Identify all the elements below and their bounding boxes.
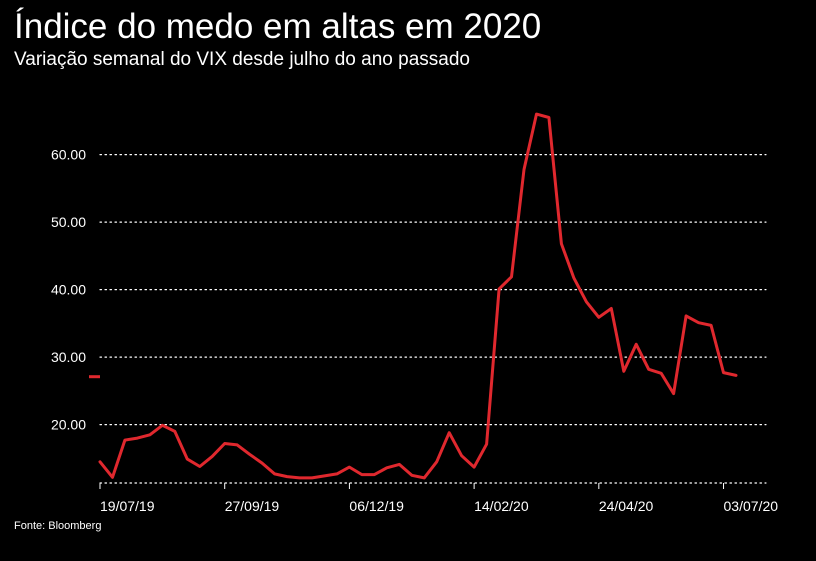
- x-tick-label: 14/02/20: [474, 498, 529, 514]
- y-axis-tick-labels: 20.00 30.00 40.00 50.00 60.00: [51, 147, 86, 433]
- y-tick-label: 40.00: [51, 282, 86, 298]
- chart-subtitle: Variação semanal do VIX desde julho do a…: [14, 49, 470, 70]
- series-layer: [98, 112, 738, 480]
- x-axis: 19/07/19 27/09/19 06/12/19 14/02/20 24/04/20…: [99, 482, 779, 514]
- x-tick-label: 19/07/19: [100, 498, 155, 514]
- x-tick-label: 24/04/20: [599, 498, 654, 514]
- gridlines: [99, 154, 767, 426]
- y-tick-label: 60.00: [51, 147, 86, 163]
- y-tick-label: 20.00: [51, 417, 86, 433]
- x-tick-label: 06/12/19: [349, 498, 404, 514]
- y-tick-label: 30.00: [51, 349, 86, 365]
- source-note: Fonte: Bloomberg: [14, 520, 102, 532]
- chart-title: Índice do medo em altas em 2020: [14, 7, 542, 46]
- y-tick-label: 50.00: [51, 214, 86, 230]
- x-tick-label: 03/07/20: [724, 498, 779, 514]
- vix-series-line: [98, 112, 738, 480]
- x-tick-label: 27/09/19: [225, 498, 280, 514]
